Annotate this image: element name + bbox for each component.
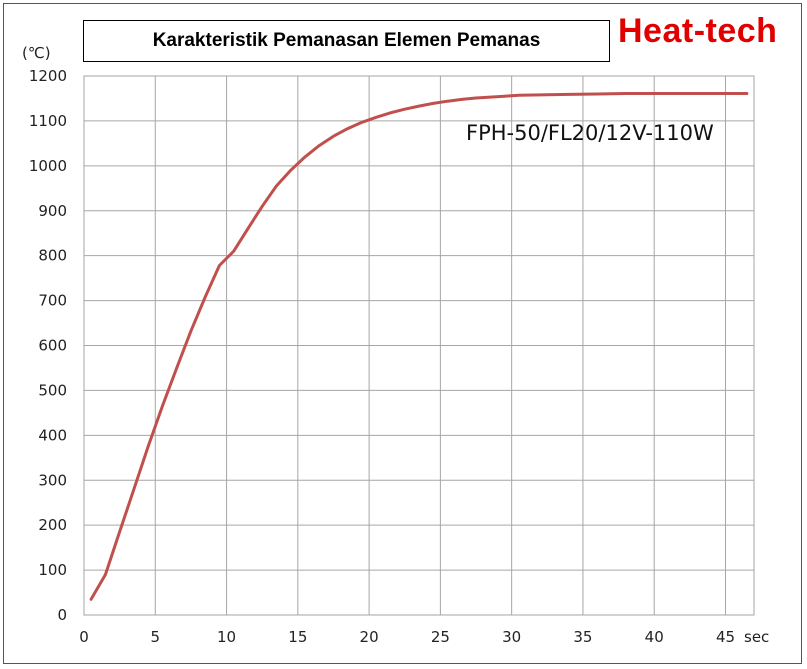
x-tick-label: 45 <box>716 628 735 646</box>
x-tick-label: 0 <box>79 628 89 646</box>
x-tick-label: 25 <box>431 628 450 646</box>
x-tick-labels: 0 5 10 15 20 25 30 35 40 45 <box>79 628 735 646</box>
y-tick-label: 300 <box>38 471 67 489</box>
y-tick-label: 900 <box>38 202 67 220</box>
x-tick-label: 5 <box>151 628 161 646</box>
y-tick-label: 1200 <box>29 67 67 85</box>
series-line <box>89 92 749 601</box>
y-tick-label: 200 <box>38 516 67 534</box>
y-tick-label: 600 <box>38 337 67 355</box>
y-axis-unit: (℃) <box>22 44 51 62</box>
y-tick-label: 800 <box>38 247 67 265</box>
y-tick-label: 400 <box>38 426 67 444</box>
y-tick-label: 100 <box>38 561 67 579</box>
x-tick-label: 10 <box>217 628 236 646</box>
x-tick-label: 30 <box>502 628 521 646</box>
chart-title-text: Karakteristik Pemanasan Elemen Pemanas <box>152 30 541 51</box>
y-tick-label: 1000 <box>29 157 67 175</box>
x-tick-label: 40 <box>645 628 664 646</box>
figure-frame <box>3 3 802 664</box>
y-tick-label: 1100 <box>29 112 67 130</box>
x-tick-label: 35 <box>573 628 592 646</box>
brand-logo: Heat-tech <box>618 12 778 50</box>
chart-title: Karakteristik Pemanasan Elemen Pemanas <box>83 20 610 62</box>
x-tick-label: 20 <box>360 628 379 646</box>
y-tick-label: 500 <box>38 381 67 399</box>
grid <box>83 75 754 616</box>
y-tick-label: 700 <box>38 292 67 310</box>
y-tick-labels: 0 100 200 300 400 500 600 700 800 900 1000 1100 1200 <box>29 67 67 624</box>
y-tick-label: 0 <box>57 606 67 624</box>
model-annotation: FPH-50/FL20/12V-110W <box>466 121 714 145</box>
x-tick-label: 15 <box>288 628 307 646</box>
x-axis-unit: sec <box>744 628 769 646</box>
